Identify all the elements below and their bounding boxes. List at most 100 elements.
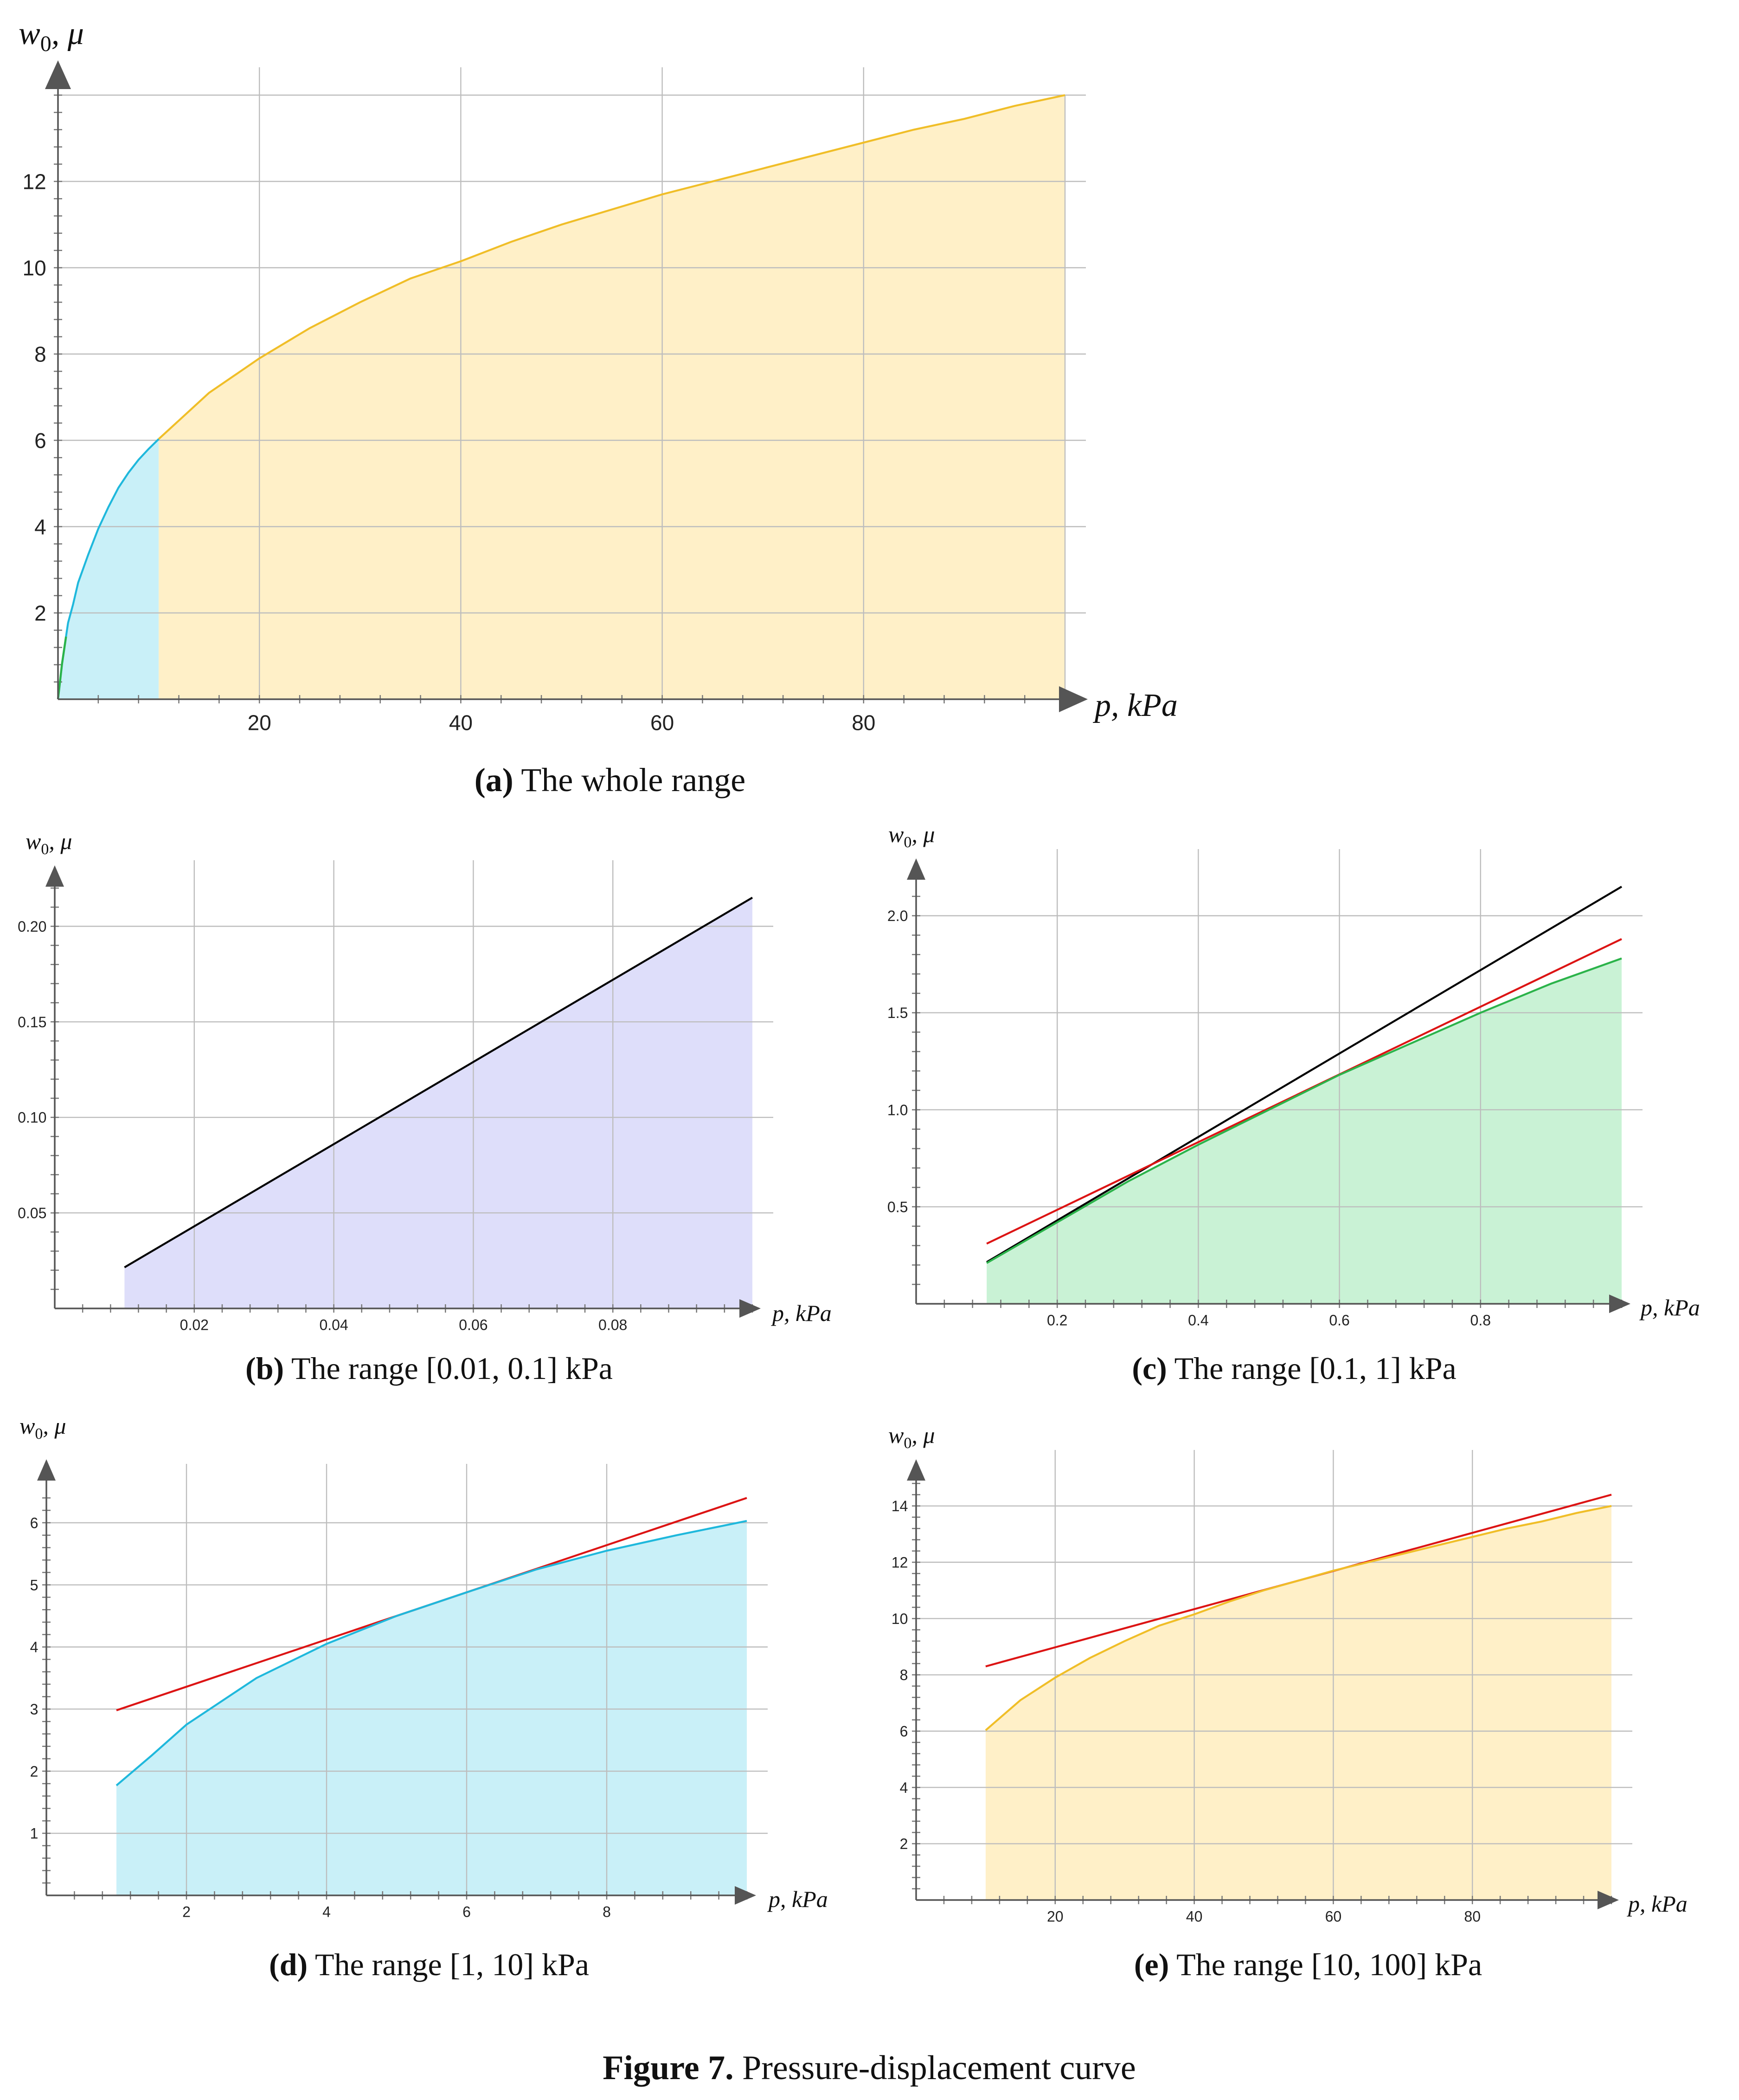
x-tick-label: 6 (462, 1903, 471, 1920)
y-tick-label: 10 (892, 1610, 908, 1627)
y-axis-label: w0, μ (26, 828, 72, 858)
x-axis-label: p, kPa (1092, 688, 1178, 723)
x-axis-arrow (1609, 1295, 1630, 1313)
y-tick-label: 12 (892, 1554, 908, 1571)
caption-a-text: The whole range (521, 761, 746, 799)
caption-d-tag: (d) (269, 1947, 308, 1982)
caption-e-tag: (e) (1134, 1947, 1169, 1982)
series-line-c-0 (986, 957, 1622, 1264)
caption-c: (c) The range [0.1, 1] kPa (1132, 1350, 1456, 1387)
y-axis-label: w0, μ (19, 16, 84, 56)
y-tick-label: 5 (30, 1577, 39, 1593)
x-tick-label: 80 (1464, 1908, 1481, 1925)
series-line-b-0 (124, 896, 753, 1269)
x-tick-label: 0.08 (598, 1316, 627, 1333)
y-tick-label: 4 (34, 515, 46, 539)
y-axis-arrow (45, 60, 71, 89)
x-tick-label: 20 (1047, 1908, 1064, 1925)
x-tick-label: 0.06 (459, 1316, 488, 1333)
y-tick-label: 2 (34, 601, 46, 625)
x-axis-label: p, kPa (771, 1300, 832, 1326)
caption-e-text: The range [10, 100] kPa (1176, 1947, 1482, 1982)
caption-b: (b) The range [0.01, 0.1] kPa (245, 1350, 613, 1387)
reference-line-c-0 (986, 886, 1623, 1263)
y-tick-label: 2 (30, 1763, 39, 1780)
figure-caption: Figure 7. Pressure-displacement curve (603, 2048, 1136, 2088)
y-axis-label: w0, μ (888, 1422, 935, 1452)
y-tick-label: 14 (892, 1498, 908, 1514)
y-tick-label: 1.5 (887, 1005, 908, 1021)
y-axis-label: w0, μ (888, 821, 935, 851)
y-tick-label: 1.0 (887, 1102, 908, 1118)
caption-b-tag: (b) (245, 1351, 284, 1386)
y-axis-arrow (45, 865, 64, 887)
x-tick-label: 2 (182, 1903, 191, 1920)
caption-c-tag: (c) (1132, 1351, 1167, 1386)
figure-caption-text: Pressure-displacement curve (742, 2049, 1136, 2087)
x-tick-label: 0.04 (319, 1316, 348, 1333)
x-tick-label: 0.2 (1047, 1312, 1067, 1328)
x-tick-label: 0.02 (180, 1316, 209, 1333)
y-tick-label: 0.15 (18, 1014, 46, 1031)
series-fill-a-1 (159, 95, 1065, 699)
y-tick-label: 4 (30, 1639, 39, 1656)
y-tick-label: 6 (30, 1514, 39, 1531)
y-tick-label: 2.0 (887, 908, 908, 924)
caption-b-text: The range [0.01, 0.1] kPa (291, 1351, 613, 1386)
caption-d-text: The range [1, 10] kPa (314, 1947, 589, 1982)
series-fill-a-0 (58, 439, 159, 699)
series-fill-b-0 (124, 897, 752, 1308)
x-axis-arrow (1598, 1891, 1619, 1909)
caption-a: (a) The whole range (475, 761, 745, 799)
y-tick-label: 3 (30, 1701, 39, 1718)
caption-e: (e) The range [10, 100] kPa (1134, 1946, 1482, 1983)
x-axis-label: p, kPa (767, 1886, 828, 1912)
figure-caption-label: Figure 7. (603, 2049, 734, 2087)
x-axis-label: p, kPa (1627, 1891, 1688, 1917)
y-tick-label: 12 (23, 170, 46, 194)
y-tick-label: 4 (900, 1779, 908, 1796)
series-fill-d-0 (116, 1520, 747, 1895)
y-tick-label: 0.05 (18, 1205, 46, 1222)
x-tick-label: 20 (248, 711, 271, 735)
y-tick-label: 1 (30, 1825, 39, 1842)
caption-c-text: The range [0.1, 1] kPa (1174, 1351, 1457, 1386)
x-axis-label: p, kPa (1639, 1295, 1700, 1321)
series-fill-e-0 (985, 1506, 1611, 1900)
y-axis-label: w0, μ (19, 1413, 66, 1443)
series-line-d-0 (116, 1520, 747, 1786)
y-tick-label: 6 (900, 1723, 908, 1740)
caption-d: (d) The range [1, 10] kPa (269, 1946, 589, 1983)
series-line-e-0 (985, 1505, 1612, 1731)
x-tick-label: 40 (1186, 1908, 1203, 1925)
x-axis-arrow (1059, 686, 1088, 712)
series-fill-c-0 (987, 958, 1622, 1304)
y-axis-arrow (907, 858, 925, 880)
y-axis-arrow (907, 1459, 925, 1481)
y-tick-label: 0.5 (887, 1198, 908, 1215)
x-tick-label: 0.8 (1470, 1312, 1491, 1328)
x-tick-label: 60 (650, 711, 674, 735)
y-tick-label: 6 (34, 429, 46, 453)
x-tick-label: 0.6 (1329, 1312, 1349, 1328)
y-tick-label: 10 (23, 256, 46, 280)
x-tick-label: 4 (322, 1903, 331, 1920)
y-tick-label: 0.20 (18, 918, 46, 935)
x-tick-label: 0.4 (1188, 1312, 1208, 1328)
x-axis-arrow (735, 1886, 756, 1905)
x-tick-label: 40 (449, 711, 473, 735)
x-tick-label: 8 (603, 1903, 611, 1920)
y-tick-label: 8 (900, 1667, 908, 1683)
y-tick-label: 2 (900, 1836, 908, 1852)
caption-a-tag: (a) (474, 761, 513, 799)
y-axis-arrow (37, 1459, 56, 1481)
y-tick-label: 8 (34, 342, 46, 367)
y-tick-label: 0.10 (18, 1109, 46, 1126)
x-axis-arrow (739, 1299, 761, 1318)
x-tick-label: 60 (1325, 1908, 1342, 1925)
x-tick-label: 80 (852, 711, 875, 735)
